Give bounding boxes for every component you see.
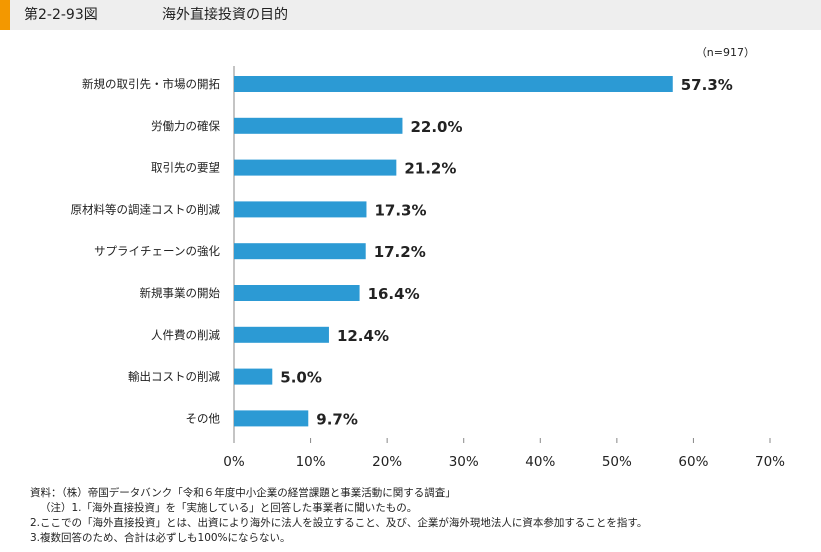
bar <box>234 159 397 176</box>
figure-title: 海外直接投資の目的 <box>162 7 288 23</box>
x-tick-label: 30% <box>449 454 479 470</box>
value-label: 16.4% <box>368 285 420 303</box>
bar <box>234 326 329 343</box>
x-tick-label: 60% <box>678 454 708 470</box>
category-label: 労働力の確保 <box>151 119 220 133</box>
note-source: 資料：（株）帝国データバンク「令和６年度中小企業の経営課題と事業活動に関する調査… <box>30 487 456 499</box>
bar <box>234 368 273 385</box>
value-label: 17.3% <box>374 201 426 219</box>
figure-badge <box>0 0 10 30</box>
bar <box>234 410 309 427</box>
value-label: 5.0% <box>280 369 322 387</box>
category-label: その他 <box>186 411 221 425</box>
category-label: 新規事業の開始 <box>140 286 221 300</box>
figure-header: 第2-2-93図 海外直接投資の目的 <box>0 0 821 30</box>
category-label: 人件費の削減 <box>151 328 220 342</box>
category-label: 原材料等の調達コストの削減 <box>71 202 221 216</box>
x-tick-label: 20% <box>372 454 402 470</box>
value-label: 57.3% <box>681 76 733 94</box>
category-label: 新規の取引先・市場の開拓 <box>82 77 220 91</box>
category-label: サプライチェーンの強化 <box>94 244 220 258</box>
notes: 資料：（株）帝国データバンク「令和６年度中小企業の経営課題と事業活動に関する調査… <box>30 486 810 546</box>
category-label: 輸出コストの削減 <box>128 370 220 384</box>
note-1: （注）1.「海外直接投資」を「実施している」と回答した事業者に聞いたもの。 <box>40 502 418 514</box>
category-label: 取引先の要望 <box>151 161 220 175</box>
value-label: 17.2% <box>374 243 426 261</box>
value-label: 22.0% <box>410 118 462 136</box>
note-3: 3.複数回答のため、合計は必ずしも100%にならない。 <box>30 532 291 544</box>
figure-number: 第2-2-93図 <box>24 7 98 23</box>
bar <box>234 201 367 218</box>
value-label: 12.4% <box>337 327 389 345</box>
value-label: 9.7% <box>316 410 358 428</box>
bar <box>234 76 673 92</box>
note-2: 2.ここでの「海外直接投資」とは、出資により海外に法人を設立すること、及び、企業… <box>30 517 648 529</box>
x-tick-label: 0% <box>223 454 245 470</box>
bar <box>234 117 403 134</box>
x-tick-label: 40% <box>525 454 555 470</box>
sample-size-label: （n=917） <box>695 46 755 59</box>
x-tick-label: 10% <box>296 454 326 470</box>
x-tick-label: 50% <box>602 454 632 470</box>
bar-chart: 新規の取引先・市場の開拓 57.3% 労働力の確保 22.0% 取引先の要望 21.2% 原… <box>71 66 785 470</box>
x-tick-label: 70% <box>755 454 785 470</box>
bar <box>234 243 366 260</box>
bar <box>234 285 360 301</box>
chart-area: 新規の取引先・市場の開拓 57.3% 労働力の確保 22.0% 取引先の要望 21.2% 原… <box>0 30 821 480</box>
value-label: 21.2% <box>404 160 456 178</box>
